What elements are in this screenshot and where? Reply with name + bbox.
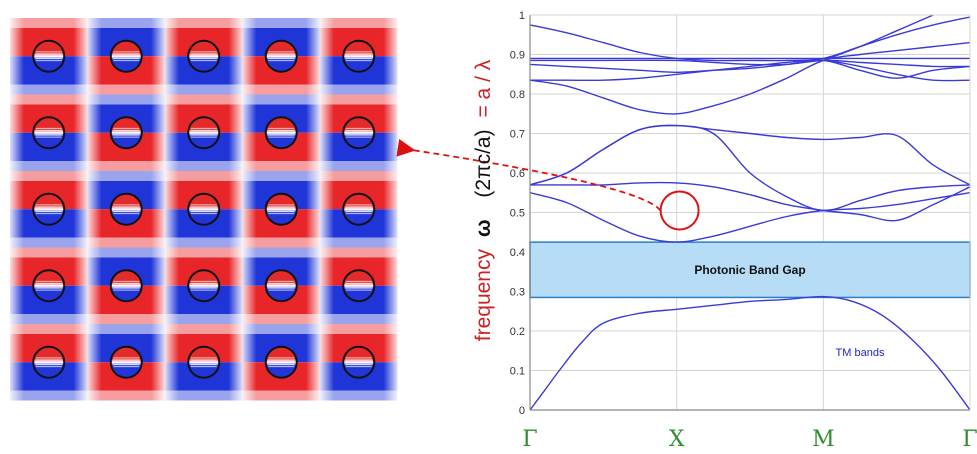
field-row-seam <box>10 8 398 28</box>
band-line-9 <box>530 16 970 62</box>
dielectric-rod <box>32 269 66 303</box>
x-tick-label: M <box>812 427 835 450</box>
dielectric-rod <box>109 345 143 379</box>
field-row-seam <box>10 161 398 181</box>
field-pattern-map <box>10 8 398 411</box>
dielectric-rod <box>32 192 66 226</box>
dielectric-rod <box>32 345 66 379</box>
band-diagram: Photonic Band Gap 0 0.1 0.2 0.3 0.4 0.5 0.6 0.7… <box>396 10 977 452</box>
dielectric-rod <box>264 192 298 226</box>
dielectric-rod <box>109 269 143 303</box>
band-lines <box>530 15 970 410</box>
dielectric-rod <box>187 116 221 150</box>
band-line-3 <box>530 181 970 222</box>
dielectric-rod <box>342 345 376 379</box>
axes: 0 0.1 0.2 0.3 0.4 0.5 0.6 0.7 0.8 0.9 1 Γ X M Γ <box>510 10 977 452</box>
band-gap-region: Photonic Band Gap <box>529 241 971 299</box>
field-row-seam <box>10 84 398 105</box>
band-line-12 <box>823 15 936 62</box>
band-line-5 <box>530 124 970 186</box>
dielectric-rod <box>264 269 298 303</box>
band-line-11 <box>530 59 970 68</box>
dielectric-rod <box>109 116 143 150</box>
y-tick-label: 0.8 <box>510 89 525 101</box>
band-line-1 <box>530 295 970 410</box>
tm-bands-label: TM bands <box>836 347 885 359</box>
field-row-seam <box>10 314 398 334</box>
y-axis-label-omega: ω <box>472 219 495 237</box>
y-axis-label: frequency ω (2πc/a) = a / λ <box>472 59 495 341</box>
dielectric-rod <box>342 192 376 226</box>
field-row-seam <box>10 237 398 258</box>
y-tick-label: 0.4 <box>510 247 525 259</box>
pointer-arrow <box>396 138 662 212</box>
dielectric-rod <box>32 116 66 150</box>
y-tick-label: 0.9 <box>510 50 525 62</box>
x-tick-label: X <box>669 427 685 450</box>
y-tick-label: 0.2 <box>510 326 525 338</box>
dielectric-rod <box>187 269 221 303</box>
band-line-2 <box>530 192 970 243</box>
x-tick-label: Γ <box>962 427 977 450</box>
band-line-8 <box>530 59 970 79</box>
y-axis-label-prefix: frequency <box>472 249 495 342</box>
y-tick-label: 0.1 <box>510 366 525 378</box>
dielectric-rod <box>109 192 143 226</box>
y-axis-label-suffix: = a / λ <box>472 59 495 117</box>
y-tick-label: 0.5 <box>510 208 525 220</box>
x-tick-label: Γ <box>522 427 537 450</box>
field-row-seam <box>10 390 398 411</box>
y-tick-label: 0 <box>519 405 525 417</box>
y-axis-label-middle: (2πc/a) <box>472 129 495 197</box>
dielectric-rod <box>187 345 221 379</box>
y-tick-label: 0.6 <box>510 168 525 180</box>
band-line-7 <box>530 59 970 82</box>
dielectric-rod <box>342 39 376 73</box>
y-tick-label: 0.7 <box>510 129 525 141</box>
dielectric-rod <box>342 269 376 303</box>
dielectric-rod <box>264 116 298 150</box>
band-line-6 <box>530 41 970 115</box>
dielectric-rod <box>264 39 298 73</box>
annotations: TM bands <box>396 138 885 359</box>
dielectric-rod <box>264 345 298 379</box>
y-tick-label: 0.3 <box>510 287 525 299</box>
dielectric-rod <box>187 39 221 73</box>
dielectric-rod <box>187 192 221 226</box>
dielectric-rod <box>32 39 66 73</box>
band-gap-label: Photonic Band Gap <box>694 263 805 277</box>
dielectric-rod <box>342 116 376 150</box>
y-tick-label: 1 <box>519 10 525 22</box>
dielectric-rod <box>109 39 143 73</box>
